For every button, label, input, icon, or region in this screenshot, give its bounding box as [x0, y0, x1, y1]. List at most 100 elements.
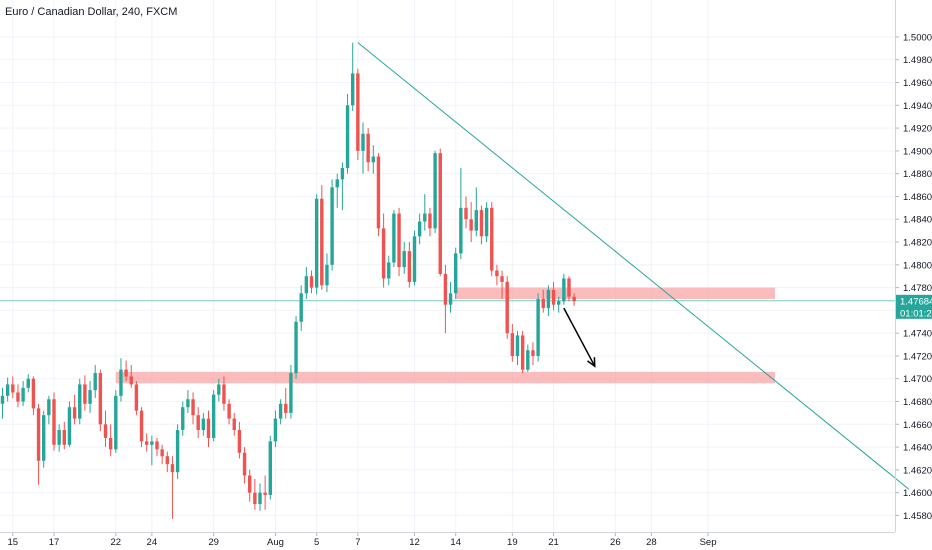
candle-body: [423, 213, 427, 222]
x-tick-label: Aug: [267, 537, 284, 548]
candle-body: [103, 424, 108, 438]
candle-body: [309, 276, 314, 288]
candle-body: [551, 289, 556, 305]
candle-body: [294, 321, 298, 374]
candle-body: [567, 278, 571, 297]
x-tick-label: 5: [314, 537, 319, 548]
candle-body: [278, 403, 283, 419]
candle-body: [206, 418, 211, 438]
y-tick-label: 1.46200: [903, 465, 932, 476]
y-tick-label: 1.49400: [903, 101, 932, 112]
candle-body: [0, 395, 5, 404]
candle-body: [387, 262, 391, 279]
drawings: [357, 42, 910, 490]
candle-body: [345, 105, 350, 168]
candle-body: [314, 198, 319, 288]
candle-body: [16, 392, 20, 402]
candle-body: [320, 198, 324, 286]
candle-body: [325, 264, 329, 286]
candle-body: [495, 270, 499, 277]
candle-body: [330, 187, 334, 265]
candle-body: [531, 350, 535, 356]
candle-body: [443, 273, 448, 305]
x-tick-label: 14: [450, 537, 461, 548]
candle-body: [78, 384, 82, 419]
arrow-shaft: [563, 307, 596, 367]
candle-body: [335, 179, 339, 188]
candle-body: [242, 452, 247, 476]
x-tick-label: 29: [208, 537, 219, 548]
y-tick-label: 1.48000: [903, 260, 932, 271]
y-tick-label: 1.49800: [903, 55, 932, 66]
y-tick-label: 1.46000: [903, 488, 932, 499]
candle-body: [572, 296, 576, 302]
candle-body: [201, 418, 206, 430]
candle-body: [536, 298, 540, 356]
candle-body: [546, 289, 551, 309]
candle-body: [232, 418, 236, 430]
candle-body: [57, 429, 61, 445]
candle-body: [454, 253, 458, 294]
candle-body: [474, 210, 478, 231]
y-tick-label: 1.46800: [903, 397, 932, 408]
candle-body: [304, 276, 309, 294]
candle-body: [114, 395, 118, 450]
y-tick-label: 1.50000: [903, 32, 932, 43]
candle-body: [562, 278, 566, 302]
x-tick-label: Sep: [700, 537, 717, 548]
candle-body: [160, 449, 164, 457]
x-tick-label: 21: [548, 537, 559, 548]
candle-body: [62, 429, 66, 445]
candle-body: [26, 378, 30, 388]
candle-body: [438, 153, 442, 274]
zones: [115, 287, 776, 384]
candle-body: [5, 384, 10, 396]
x-tick-label: 17: [49, 537, 60, 548]
x-tick-label: 19: [507, 537, 518, 548]
y-tick-label: 1.47400: [903, 329, 932, 340]
x-tick-label: 15: [8, 537, 19, 548]
candle-body: [93, 373, 97, 391]
candle-body: [145, 441, 149, 445]
candle-body: [469, 219, 473, 231]
trendline: [357, 42, 910, 490]
candle-body: [448, 293, 453, 305]
candle-body: [500, 276, 504, 282]
x-tick-label: 26: [610, 537, 621, 548]
arrow-head: [587, 357, 596, 368]
candle-body: [366, 133, 370, 163]
y-tick-label: 1.48200: [903, 238, 932, 249]
candle-body: [67, 407, 72, 445]
x-tick-label: 7: [355, 537, 360, 548]
candle-body: [227, 403, 231, 419]
candle-body: [31, 378, 36, 409]
candle-body: [11, 384, 15, 393]
candle-body: [557, 301, 561, 305]
candle-body: [222, 384, 226, 404]
y-tick-label: 1.45800: [903, 511, 932, 522]
candle-body: [407, 251, 412, 282]
candle-body: [459, 207, 463, 254]
x-tick-label: 24: [147, 537, 158, 548]
candles: [0, 42, 576, 519]
x-tick-label: 12: [409, 537, 420, 548]
grid: [0, 0, 895, 532]
candle-body: [515, 335, 520, 356]
candle-body: [351, 73, 355, 106]
y-tick-label: 1.48800: [903, 169, 932, 180]
candle-body: [72, 407, 77, 419]
zone-rect: [455, 287, 775, 299]
candle-body: [510, 333, 515, 356]
candle-body: [165, 456, 169, 465]
candle-body: [124, 369, 128, 377]
candle-body: [98, 373, 103, 425]
candle-body: [541, 298, 545, 309]
y-axis: 1.45800 1.46000 1.46200 1.46400 1.46600 1.468…: [895, 0, 932, 532]
candle-body: [253, 492, 257, 505]
candle-body: [381, 228, 386, 279]
y-tick-label: 1.48400: [903, 215, 932, 226]
candle-body: [392, 213, 396, 263]
y-tick-label: 1.49000: [903, 146, 932, 157]
